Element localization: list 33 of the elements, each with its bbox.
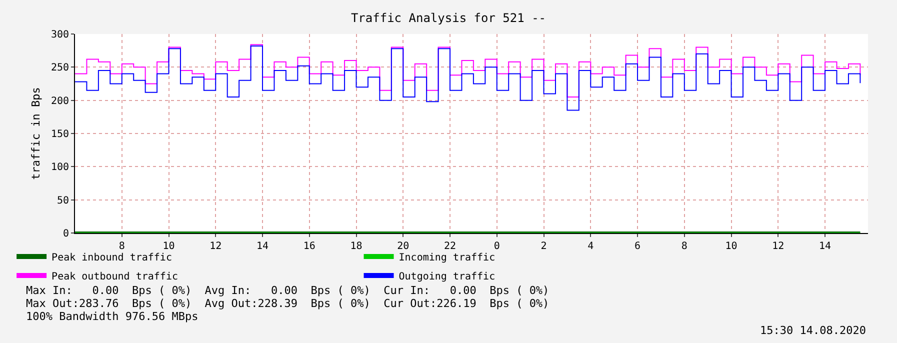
- legend-label: Incoming traffic: [398, 252, 496, 264]
- x-tick-label: 8: [681, 241, 688, 252]
- legend-label: Outgoing traffic: [398, 271, 496, 282]
- y-axis-title: traffic in Bps: [30, 87, 43, 180]
- text: Max Out:283.76 Bps ( 0%) Avg Out:228.39 Bps ( 0%) Cur Out:226.19 Bps ( 0%): [26, 297, 550, 310]
- x-tick-label: 10: [162, 241, 175, 252]
- x-tick-label: 14: [819, 241, 832, 252]
- x-tick-label: 20: [397, 241, 410, 252]
- text: 15:30 14.08.2020: [760, 324, 866, 337]
- x-tick-label: 6: [634, 241, 641, 252]
- y-tick-label: 300: [50, 30, 69, 40]
- text: Max In: 0.00 Bps ( 0%) Avg In: 0.00 Bps ( 0%) Cur In: 0.00 Bps ( 0%): [26, 284, 550, 297]
- x-tick-label: 14: [256, 241, 269, 252]
- chart-title: Traffic Analysis for 521 --: [350, 11, 546, 26]
- x-tick-label: 16: [303, 241, 316, 252]
- x-tick-label: 12: [772, 241, 784, 252]
- x-tick-label: 10: [725, 241, 738, 252]
- legend-label: Peak outbound traffic: [52, 271, 178, 282]
- x-tick-label: 12: [210, 241, 222, 252]
- x-tick-label: 4: [588, 241, 594, 252]
- y-tick-label: 50: [56, 195, 69, 206]
- y-tick-label: 0: [62, 228, 69, 240]
- text: 100% Bandwidth 976.56 MBps: [26, 310, 198, 323]
- y-tick-label: 250: [50, 62, 69, 74]
- x-tick-label: 2: [540, 241, 547, 252]
- x-tick-label: 22: [444, 241, 456, 252]
- x-tick-label: 0: [494, 241, 500, 252]
- y-tick-label: 100: [50, 162, 69, 174]
- x-tick-label: 8: [118, 241, 125, 252]
- legend-label: Peak inbound traffic: [52, 252, 172, 264]
- y-tick-label: 150: [50, 129, 69, 140]
- y-tick-label: 200: [50, 96, 69, 107]
- x-tick-label: 18: [350, 241, 362, 252]
